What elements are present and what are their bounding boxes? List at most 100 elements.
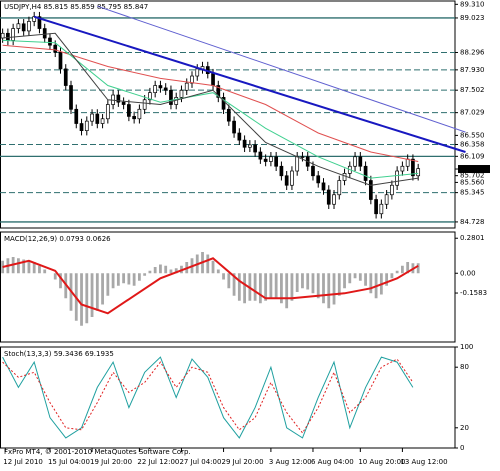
candle-body — [374, 199, 378, 215]
indicator-title: MACD(12,26,9) 0.0793 0.0626 — [4, 235, 111, 243]
histogram-bar — [343, 273, 346, 289]
histogram-bar — [164, 265, 168, 274]
candle-body — [405, 158, 410, 167]
indicator-line — [2, 356, 414, 439]
candle-body — [142, 99, 147, 110]
histogram-bar — [132, 273, 136, 286]
histogram-bar — [216, 269, 220, 274]
histogram-bar — [390, 273, 394, 279]
histogram-bar — [32, 262, 36, 274]
panel: 0.2801 0.00 -0.1583 — [0, 231, 487, 343]
candle-body — [69, 85, 73, 110]
histogram-bar — [143, 273, 147, 276]
candle-body — [284, 175, 289, 186]
histogram-bar — [101, 273, 104, 305]
histogram-bar — [364, 273, 367, 286]
candle-body — [290, 170, 294, 186]
candle-body — [416, 168, 421, 177]
candle-body — [274, 156, 279, 167]
histogram-bar — [111, 273, 115, 289]
candle-body — [258, 151, 263, 160]
histogram-bar — [295, 273, 299, 292]
histogram-bar — [395, 270, 399, 274]
panel: 89.310 89.023 88.296 87.930 87.502 87.029 86.5… — [0, 0, 490, 229]
candle-body — [90, 113, 94, 122]
histogram-bar — [274, 273, 278, 299]
candle-body — [242, 139, 247, 148]
histogram-bar — [311, 273, 315, 294]
histogram-bar — [85, 273, 89, 324]
panel-frame — [0, 231, 456, 343]
candle-body — [358, 156, 363, 167]
candle-body — [27, 21, 31, 32]
y-tick-label: 85.345 — [460, 189, 485, 197]
histogram-bar — [43, 269, 47, 274]
candle-body — [100, 118, 105, 124]
x-tick-label: 3 Aug 12:00 — [269, 458, 312, 466]
candle-body — [148, 92, 152, 101]
candle-body — [337, 180, 342, 196]
x-tick-label: 12 Jul 2010 — [3, 458, 43, 466]
histogram-bar — [127, 273, 131, 285]
y-tick-label: 80 — [460, 363, 469, 371]
candle-body — [353, 156, 357, 167]
histogram-bar — [301, 273, 304, 289]
histogram-bar — [22, 259, 26, 274]
chart-title: USDJPY,H4 85.815 85.859 85.795 85.847 — [4, 3, 148, 11]
candle-body — [311, 165, 315, 177]
histogram-bar — [385, 273, 389, 286]
candle-body — [211, 73, 215, 86]
histogram-bar — [95, 273, 99, 311]
histogram-bar — [416, 263, 420, 274]
y-tick-label: 86.109 — [460, 152, 485, 160]
y-tick-label: 20 — [460, 424, 469, 432]
candle-body — [153, 85, 158, 94]
histogram-bar — [332, 273, 336, 305]
y-tick-label: 87.029 — [460, 109, 485, 117]
x-tick-label: 15 Jul 04:00 — [48, 458, 90, 466]
histogram-bar — [264, 273, 268, 301]
histogram-bar — [406, 262, 410, 274]
candle-body — [21, 23, 26, 32]
y-tick-label: 88.296 — [460, 48, 485, 56]
histogram-bar — [348, 273, 352, 284]
indicator-line — [2, 257, 419, 315]
histogram-bar — [285, 273, 289, 309]
candle-body — [132, 116, 136, 120]
x-tick-label: 13 Aug 12:00 — [400, 458, 447, 466]
indicator-line — [2, 32, 419, 186]
candle-body — [184, 82, 189, 91]
y-tick-label: 0.00 — [460, 269, 476, 277]
y-tick-label: 100 — [460, 343, 473, 351]
y-tick-label: 86.550 — [460, 131, 485, 139]
histogram-bar — [59, 273, 62, 289]
x-tick-label: 29 Jul 20:00 — [222, 458, 264, 466]
y-tick-label: 89.310 — [460, 0, 485, 8]
histogram-bar — [174, 268, 178, 274]
y-tick-label: 87.502 — [460, 86, 485, 94]
candle-body — [105, 104, 110, 120]
candle-body — [16, 23, 21, 29]
histogram-bar — [280, 273, 283, 304]
candle-body — [395, 170, 399, 186]
copyright: FxPro MT4, © 2001-2010 MetaQuotes Softwa… — [4, 448, 191, 456]
x-tick-label: 19 Jul 20:00 — [90, 458, 132, 466]
candle-body — [316, 175, 321, 184]
histogram-bar — [237, 273, 241, 301]
histogram-bar — [369, 273, 373, 294]
candle-body — [137, 108, 142, 120]
histogram-bar — [290, 273, 294, 301]
y-tick-label: 84.728 — [460, 218, 485, 226]
histogram-bar — [337, 273, 341, 296]
panel: 100 80 20 0 — [0, 343, 473, 452]
candle-body — [300, 156, 305, 158]
candle-body — [74, 108, 79, 124]
candle-body — [121, 101, 126, 105]
histogram-bar — [211, 260, 215, 274]
histogram-bar — [222, 273, 225, 280]
histogram-bar — [322, 273, 325, 304]
histogram-bar — [116, 273, 120, 286]
histogram-bar — [269, 273, 273, 299]
